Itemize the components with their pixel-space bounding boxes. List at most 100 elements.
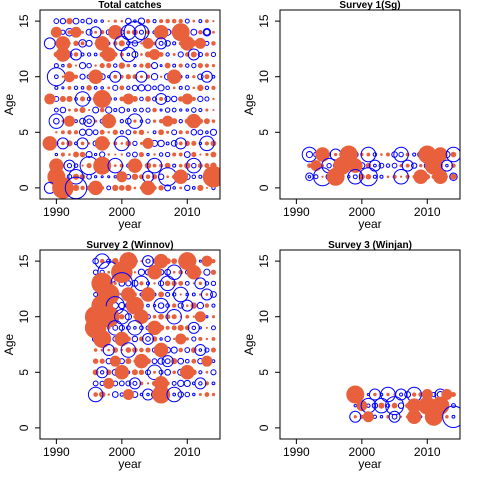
residual-bubble (152, 119, 157, 123)
residual-bubble (67, 30, 72, 35)
residual-bubble (85, 17, 93, 25)
y-tick-label: 5 (17, 129, 31, 136)
residual-bubble (151, 358, 158, 365)
x-tick-label: 2010 (174, 445, 201, 459)
residual-bubble (210, 140, 217, 147)
residual-bubble (125, 358, 132, 365)
residual-bubble (307, 163, 312, 168)
residual-bubble (80, 18, 85, 24)
residual-bubble (92, 369, 99, 376)
positive-bubble (305, 172, 314, 182)
residual-bubble (204, 163, 210, 169)
positive-bubble (135, 70, 148, 83)
residual-bubble (197, 62, 203, 69)
positive-bubble (393, 146, 409, 163)
residual-bubble (93, 392, 98, 397)
negative-bubble (44, 93, 56, 105)
residual-bubble (205, 326, 208, 329)
residual-bubble (93, 348, 98, 352)
residual-bubble (171, 18, 177, 24)
panel-3: Survey 2 (Winnov) 1990 2000 2010 0 5 10 15 year A… (2, 240, 221, 471)
residual-bubble (451, 414, 456, 419)
residual-bubble (405, 163, 410, 168)
positive-bubble (96, 366, 109, 379)
residual-bubble (86, 62, 92, 69)
residual-bubble (125, 184, 132, 192)
bubble-layer (42, 17, 220, 199)
positive-bubble (107, 157, 124, 174)
residual-bubble (126, 152, 131, 157)
bubble-layer (346, 385, 460, 429)
residual-bubble (172, 63, 177, 68)
residual-bubble (100, 19, 104, 23)
negative-bubble (122, 389, 134, 401)
residual-bubble (372, 152, 378, 157)
panel-2: Survey 1(Sg) 1990 2000 2010 0 5 10 15 year Age (242, 0, 461, 231)
positive-bubble (120, 342, 137, 358)
residual-bubble (85, 150, 93, 159)
y-axis-label: Age (242, 334, 256, 356)
negative-bubble (310, 160, 322, 172)
negative-bubble (55, 47, 71, 62)
residual-bubble (191, 107, 197, 113)
residual-bubble (158, 40, 164, 46)
residual-bubble (165, 18, 170, 24)
residual-bubble (172, 186, 176, 190)
residual-bubble (191, 62, 197, 69)
negative-bubble (348, 158, 363, 173)
bubble-layer (301, 145, 460, 187)
residual-bubble (126, 108, 131, 112)
y-tick-label: 15 (17, 254, 31, 268)
residual-bubble (113, 175, 117, 179)
residual-bubble (159, 96, 164, 102)
residual-bubble (93, 19, 98, 23)
residual-bubble (450, 403, 456, 409)
y-tick-label: 5 (17, 369, 31, 376)
positive-bubble (373, 397, 390, 414)
residual-bubble (74, 119, 78, 124)
residual-bubble (118, 302, 126, 310)
positive-bubble (401, 159, 414, 172)
residual-bubble (92, 358, 99, 364)
residual-bubble (105, 106, 113, 114)
positive-bubble (388, 410, 401, 423)
negative-bubble (94, 36, 110, 51)
residual-bubble (212, 30, 215, 34)
residual-bubble (126, 85, 131, 90)
negative-bubble (201, 355, 213, 367)
residual-bubble (171, 107, 177, 113)
positive-bubble (70, 48, 82, 61)
residual-bubble (138, 151, 145, 158)
residual-bubble (131, 369, 138, 376)
residual-bubble (113, 19, 117, 23)
residual-bubble (158, 118, 164, 124)
residual-bubble (178, 163, 183, 168)
residual-bubble (170, 346, 178, 354)
positive-bubble (358, 167, 378, 187)
residual-bubble (133, 186, 137, 190)
residual-bubble (203, 28, 211, 36)
residual-bubble (131, 335, 139, 343)
residual-bubble (385, 403, 391, 408)
residual-bubble (211, 303, 216, 308)
residual-bubble (139, 325, 144, 331)
positive-bubble (68, 169, 84, 185)
residual-bubble (85, 39, 93, 47)
residual-bubble (203, 268, 211, 276)
residual-bubble (209, 128, 218, 136)
y-axis-label: Age (2, 334, 16, 356)
residual-bubble (204, 347, 210, 353)
residual-bubble (211, 119, 216, 123)
residual-bubble (197, 51, 203, 58)
positive-bubble (181, 299, 194, 312)
residual-bubble (152, 85, 157, 91)
y-tick-label: 10 (257, 310, 271, 324)
residual-bubble (192, 75, 196, 79)
residual-bubble (204, 392, 210, 397)
negative-bubble (186, 264, 202, 280)
negative-bubble (101, 113, 116, 129)
residual-bubble (145, 96, 151, 102)
positive-bubble (120, 46, 137, 63)
residual-bubble (196, 301, 205, 310)
residual-bubble (118, 185, 125, 191)
